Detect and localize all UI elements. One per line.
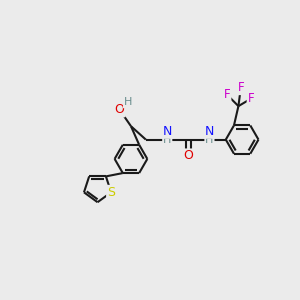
- Text: H: H: [163, 135, 171, 145]
- Text: F: F: [224, 88, 230, 101]
- Text: O: O: [184, 149, 194, 162]
- Text: H: H: [205, 135, 214, 145]
- Text: N: N: [163, 125, 172, 138]
- Text: H: H: [124, 98, 132, 107]
- Text: S: S: [107, 186, 115, 199]
- Text: F: F: [238, 81, 244, 94]
- Text: N: N: [205, 125, 214, 138]
- Text: F: F: [248, 92, 254, 105]
- Text: O: O: [115, 103, 124, 116]
